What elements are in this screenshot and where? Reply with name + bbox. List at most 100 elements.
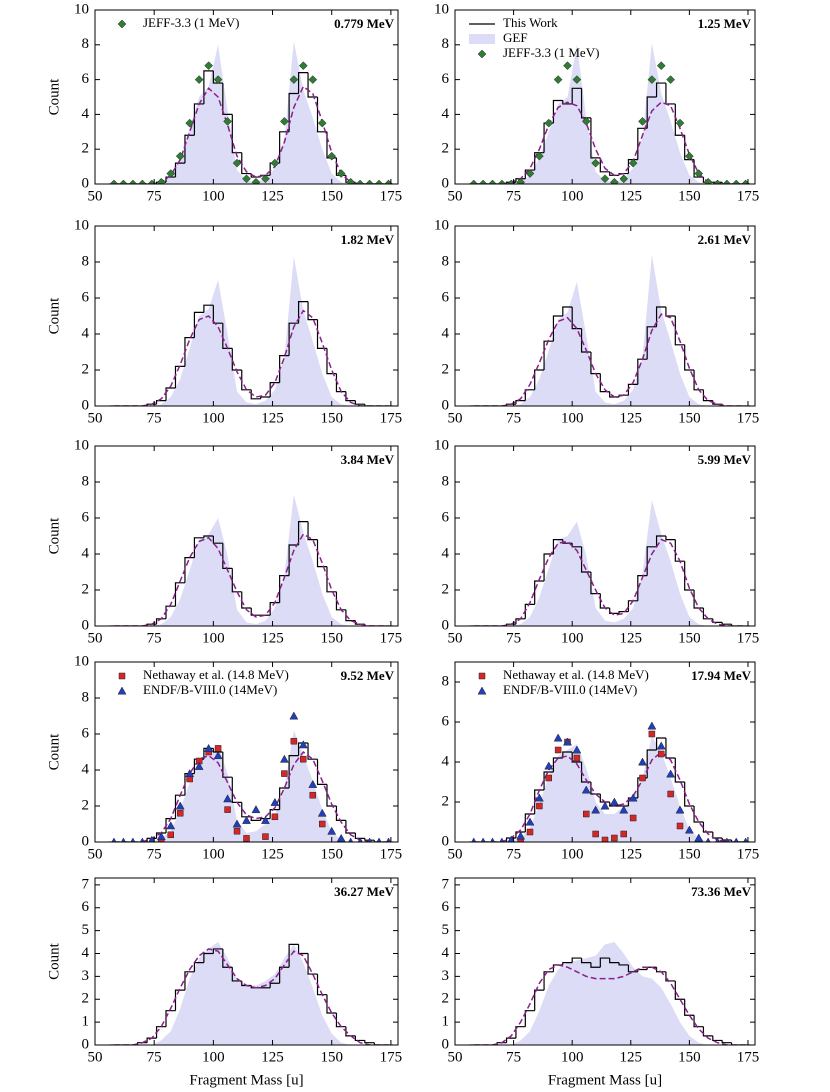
x-tick-label: 75 xyxy=(147,846,162,862)
histogram-bin xyxy=(674,103,685,136)
histogram-bin xyxy=(174,582,185,607)
panel: 50 75 100 125 150 175 0 2 4 6 8 10 Count 3.84 MeV xyxy=(46,437,402,646)
x-tick-label: 125 xyxy=(261,188,284,204)
marker xyxy=(488,179,497,184)
marker xyxy=(300,755,307,763)
marker xyxy=(176,809,184,817)
x-tick-label: 175 xyxy=(737,846,760,862)
x-tick-label: 50 xyxy=(448,630,463,646)
gef-area xyxy=(113,494,389,626)
histogram-bin xyxy=(335,591,346,611)
marker xyxy=(639,774,646,782)
y-tick-label: 6 xyxy=(82,71,90,87)
marker xyxy=(610,177,619,184)
marker xyxy=(195,757,203,765)
panel: 50 75 100 125 150 175 0 2 4 6 8 10 5.99 MeV xyxy=(434,437,759,646)
y-tick-label: 3 xyxy=(82,968,90,984)
axes-frame xyxy=(454,225,756,407)
marker xyxy=(279,754,289,763)
panel: 50 75 100 125 150 175 0 2 4 6 8 17.94 MeV Nethaway e… xyxy=(442,661,760,862)
marker xyxy=(516,831,526,840)
x-tick-label: 150 xyxy=(678,630,701,646)
plot-area xyxy=(109,41,394,184)
histogram-bin xyxy=(637,358,648,385)
marker xyxy=(667,790,674,798)
y-tick-label: 8 xyxy=(82,689,90,705)
marker xyxy=(270,797,280,806)
x-tick-label: 125 xyxy=(261,410,284,426)
y-tick-label: 8 xyxy=(442,36,450,52)
y-tick-label: 8 xyxy=(82,473,90,489)
x-tick-label: 50 xyxy=(448,188,463,204)
marker xyxy=(117,686,127,695)
marker xyxy=(658,750,665,758)
histogram-bin xyxy=(637,968,648,972)
histogram-bin xyxy=(345,820,356,834)
histogram-bin xyxy=(618,962,629,966)
histogram-bin xyxy=(627,159,638,174)
histogram-bin xyxy=(231,568,242,593)
marker xyxy=(478,179,488,184)
marker xyxy=(675,118,685,128)
x-tick-label: 150 xyxy=(320,410,343,426)
histogram-bin xyxy=(203,535,214,538)
marker xyxy=(676,822,684,830)
histogram-bin xyxy=(354,1035,365,1042)
histogram-bin xyxy=(505,1037,516,1043)
marker xyxy=(233,827,241,835)
x-tick-label: 75 xyxy=(147,630,162,646)
histogram-bin xyxy=(364,838,375,841)
marker xyxy=(214,745,222,752)
marker xyxy=(563,737,572,746)
histogram-bin xyxy=(637,127,648,160)
y-tick-label: 0 xyxy=(442,175,450,191)
histogram-bin xyxy=(599,157,610,173)
x-tick-label: 175 xyxy=(380,630,403,646)
fit-line xyxy=(113,85,389,184)
y-tick-label: 8 xyxy=(82,36,90,52)
x-tick-label: 175 xyxy=(737,188,760,204)
histogram-bin xyxy=(552,757,563,772)
histogram-bin xyxy=(655,737,666,750)
x-tick-label: 100 xyxy=(561,846,584,862)
marker xyxy=(478,672,486,680)
histogram-bin xyxy=(335,1012,346,1028)
histogram-bin xyxy=(307,301,318,321)
y-tick-label: 0 xyxy=(82,397,90,413)
histogram-bin xyxy=(241,802,252,818)
marker xyxy=(261,174,270,184)
y-tick-label: 4 xyxy=(442,106,450,122)
plot-area xyxy=(469,942,751,1045)
histogram-bin xyxy=(326,994,337,1014)
histogram-bin xyxy=(279,787,290,810)
y-tick-label: 6 xyxy=(82,509,90,525)
legend-label: JEFF-3.3 (1 MeV) xyxy=(503,45,599,60)
histogram-bin xyxy=(609,171,620,176)
x-tick-label: 125 xyxy=(620,188,643,204)
marker xyxy=(591,158,600,168)
panel: 50 75 100 125 150 175 0 1 2 3 4 5 6 7 Fragment Mass [u… xyxy=(442,876,760,1088)
marker xyxy=(581,785,591,794)
energy-label: 0.779 MeV xyxy=(334,16,395,31)
y-tick-label: 6 xyxy=(82,725,90,741)
histogram-bin xyxy=(609,802,620,807)
x-tick-label: 75 xyxy=(506,1049,521,1065)
histogram-bin xyxy=(212,70,223,84)
y-tick-label: 0 xyxy=(442,397,450,413)
histogram-bin xyxy=(534,580,545,605)
histogram-bin xyxy=(335,806,346,822)
histogram-bin xyxy=(297,72,309,94)
marker xyxy=(592,830,599,838)
histogram-bin xyxy=(269,808,280,819)
marker xyxy=(262,833,269,840)
histogram-bin xyxy=(515,178,526,183)
marker xyxy=(109,179,119,184)
histogram-bin xyxy=(212,748,223,753)
x-tick-label: 175 xyxy=(380,188,403,204)
x-tick-label: 175 xyxy=(380,846,403,862)
histogram-bin xyxy=(571,307,582,330)
y-tick-label: 5 xyxy=(82,922,90,938)
histogram-bin xyxy=(231,777,242,804)
marker xyxy=(611,834,618,842)
